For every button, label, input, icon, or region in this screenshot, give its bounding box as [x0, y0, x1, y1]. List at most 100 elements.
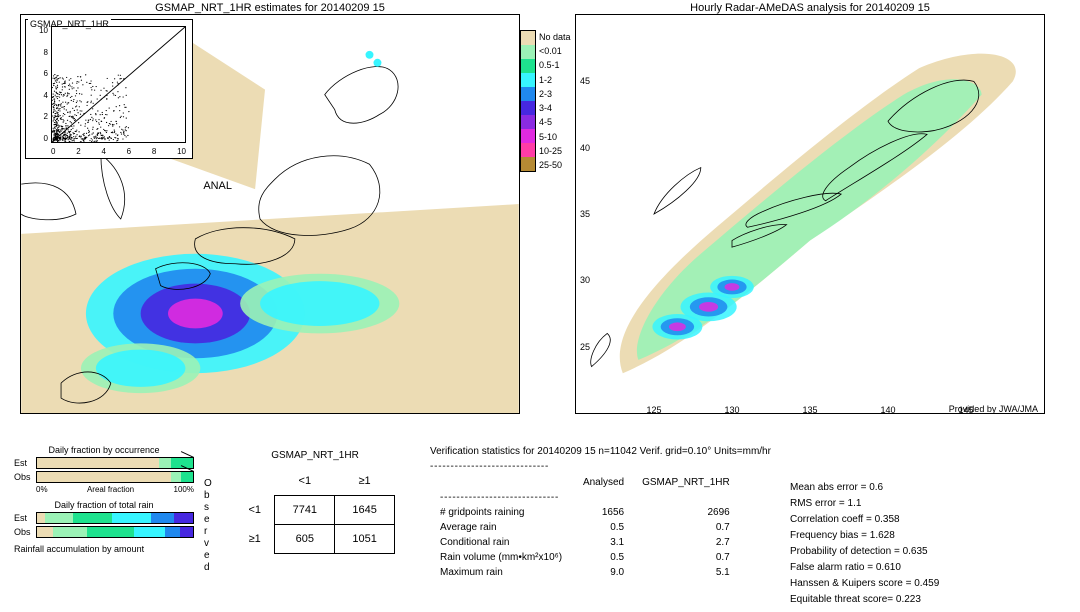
contingency-cell: 1051: [335, 525, 395, 554]
stats-header: Verification statistics for 20140209 15 …: [430, 446, 1070, 457]
legend-label: <0.01: [539, 44, 571, 58]
verification-stats: Verification statistics for 20140209 15 …: [430, 446, 1070, 581]
legend-label: 0.5-1: [539, 58, 571, 72]
stats-row: Conditional rain3.12.7: [432, 536, 738, 549]
bar-segment: [159, 458, 171, 468]
legend-swatch: [521, 87, 535, 101]
svg-text:ANAL: ANAL: [203, 180, 232, 192]
score-line: False alarm ratio = 0.610: [790, 560, 939, 576]
stats-row: # gridpoints raining16562696: [432, 506, 738, 519]
left-map-cell: GSMAP_NRT_1HR estimates for 20140209 15 …: [0, 0, 540, 414]
score-line: Equitable threat score= 0.223: [790, 592, 939, 608]
bar-label: Est: [14, 513, 36, 523]
observed-letter: b: [204, 490, 212, 502]
xtick: 140: [880, 405, 895, 415]
score-line: Probability of detection = 0.635: [790, 544, 939, 560]
xtick: 135: [802, 405, 817, 415]
contingency-cell: 1645: [335, 496, 395, 525]
occurrence-title: Daily fraction by occurrence: [14, 445, 194, 455]
legend-label: 2-3: [539, 87, 571, 101]
legend-swatch: [521, 101, 535, 115]
observed-letter: v: [204, 538, 212, 550]
observed-letter: O: [204, 478, 212, 490]
ytick: 45: [580, 76, 590, 86]
legend-label: 25-50: [539, 158, 571, 172]
ytick: 40: [580, 143, 590, 153]
right-map-frame: 1251301351401452530354045Provided by JWA…: [575, 14, 1045, 414]
left-map-frame: ANAL GSMAP_NRT_1HR02468100246810: [20, 14, 520, 414]
bar-label: Obs: [14, 472, 36, 482]
observed-letter: e: [204, 550, 212, 562]
score-line: RMS error = 1.1: [790, 496, 939, 512]
contingency-cell: 7741: [275, 496, 335, 525]
stats-row: Rain volume (mm•km²x10⁶)0.50.7: [432, 551, 738, 564]
contingency-title: GSMAP_NRT_1HR: [225, 450, 405, 461]
xtick: 125: [646, 405, 661, 415]
bar-segment: [112, 513, 151, 523]
legend-swatch: [521, 45, 535, 59]
bar-segment: [165, 527, 181, 537]
legend-swatch: [521, 143, 535, 157]
legend-label: 3-4: [539, 101, 571, 115]
legend-label: 5-10: [539, 130, 571, 144]
observed-letter: s: [204, 502, 212, 514]
bar-track: [36, 471, 194, 483]
bar-segment: [174, 513, 193, 523]
observed-letter: d: [204, 562, 212, 574]
bar-segment: [53, 527, 87, 537]
areal-axis: 0% Areal fraction 100%: [36, 485, 194, 494]
legend-swatches: [520, 30, 536, 172]
contingency-grid: <1≥1<177411645≥16051051: [235, 467, 395, 554]
legend-label: 1-2: [539, 73, 571, 87]
fraction-bar-row: Est: [14, 512, 194, 524]
stats-table: AnalysedGSMAP_NRT_1HR- - - - - - - - - -…: [430, 474, 740, 581]
map-credit: Provided by JWA/JMA: [949, 404, 1038, 414]
stats-row: Maximum rain9.05.1: [432, 566, 738, 579]
legend-swatch: [521, 59, 535, 73]
legend-label: No data: [539, 30, 571, 44]
score-line: Hanssen & Kuipers score = 0.459: [790, 576, 939, 592]
bar-track: [36, 457, 194, 469]
bar-segment: [134, 527, 165, 537]
bar-segment: [87, 527, 134, 537]
bar-label: Obs: [14, 527, 36, 537]
ytick: 30: [580, 275, 590, 285]
bar-segment: [180, 527, 192, 537]
ytick: 25: [580, 342, 590, 352]
observed-letter: e: [204, 514, 212, 526]
bar-segment: [151, 513, 174, 523]
fraction-bar-row: Obs: [14, 471, 194, 483]
stats-row: Average rain0.50.7: [432, 521, 738, 534]
bar-track: [36, 526, 194, 538]
areal-left: 0%: [36, 485, 48, 494]
score-list: Mean abs error = 0.6RMS error = 1.1Corre…: [790, 480, 939, 608]
inset-scatter-frame: GSMAP_NRT_1HR02468100246810: [25, 19, 193, 159]
stats-divider: - - - - - - - - - - - - - - - - - - - - …: [430, 461, 1070, 472]
bar-segment: [37, 527, 53, 537]
observed-letter: r: [204, 526, 212, 538]
total-rain-title: Daily fraction of total rain: [14, 500, 194, 510]
xtick: 130: [724, 405, 739, 415]
rainfall-accum-title: Rainfall accumulation by amount: [14, 544, 194, 554]
ytick: 35: [580, 209, 590, 219]
fraction-bar-row: Est: [14, 457, 194, 469]
observed-label: Observed: [204, 478, 212, 574]
color-legend: No data<0.010.5-11-22-33-44-55-1010-2525…: [520, 30, 571, 172]
contingency-table: GSMAP_NRT_1HR <1≥1<177411645≥16051051: [225, 450, 405, 554]
contingency-cell: 605: [275, 525, 335, 554]
legend-labels: No data<0.010.5-11-22-33-44-55-1010-2525…: [539, 30, 571, 172]
bar-segment: [73, 513, 112, 523]
legend-swatch: [521, 31, 535, 45]
daily-fraction-panel: Daily fraction by occurrence Est Obs 0% A…: [14, 445, 194, 554]
legend-label: 4-5: [539, 115, 571, 129]
areal-right: 100%: [174, 485, 194, 494]
right-map-cell: Hourly Radar-AMeDAS analysis for 2014020…: [540, 0, 1080, 414]
legend-swatch: [521, 115, 535, 129]
bar-segment: [37, 513, 45, 523]
score-line: Mean abs error = 0.6: [790, 480, 939, 496]
bar-segment: [37, 458, 159, 468]
left-map-title: GSMAP_NRT_1HR estimates for 20140209 15: [0, 2, 540, 14]
legend-swatch: [521, 73, 535, 87]
legend-label: 10-25: [539, 144, 571, 158]
legend-swatch: [521, 129, 535, 143]
